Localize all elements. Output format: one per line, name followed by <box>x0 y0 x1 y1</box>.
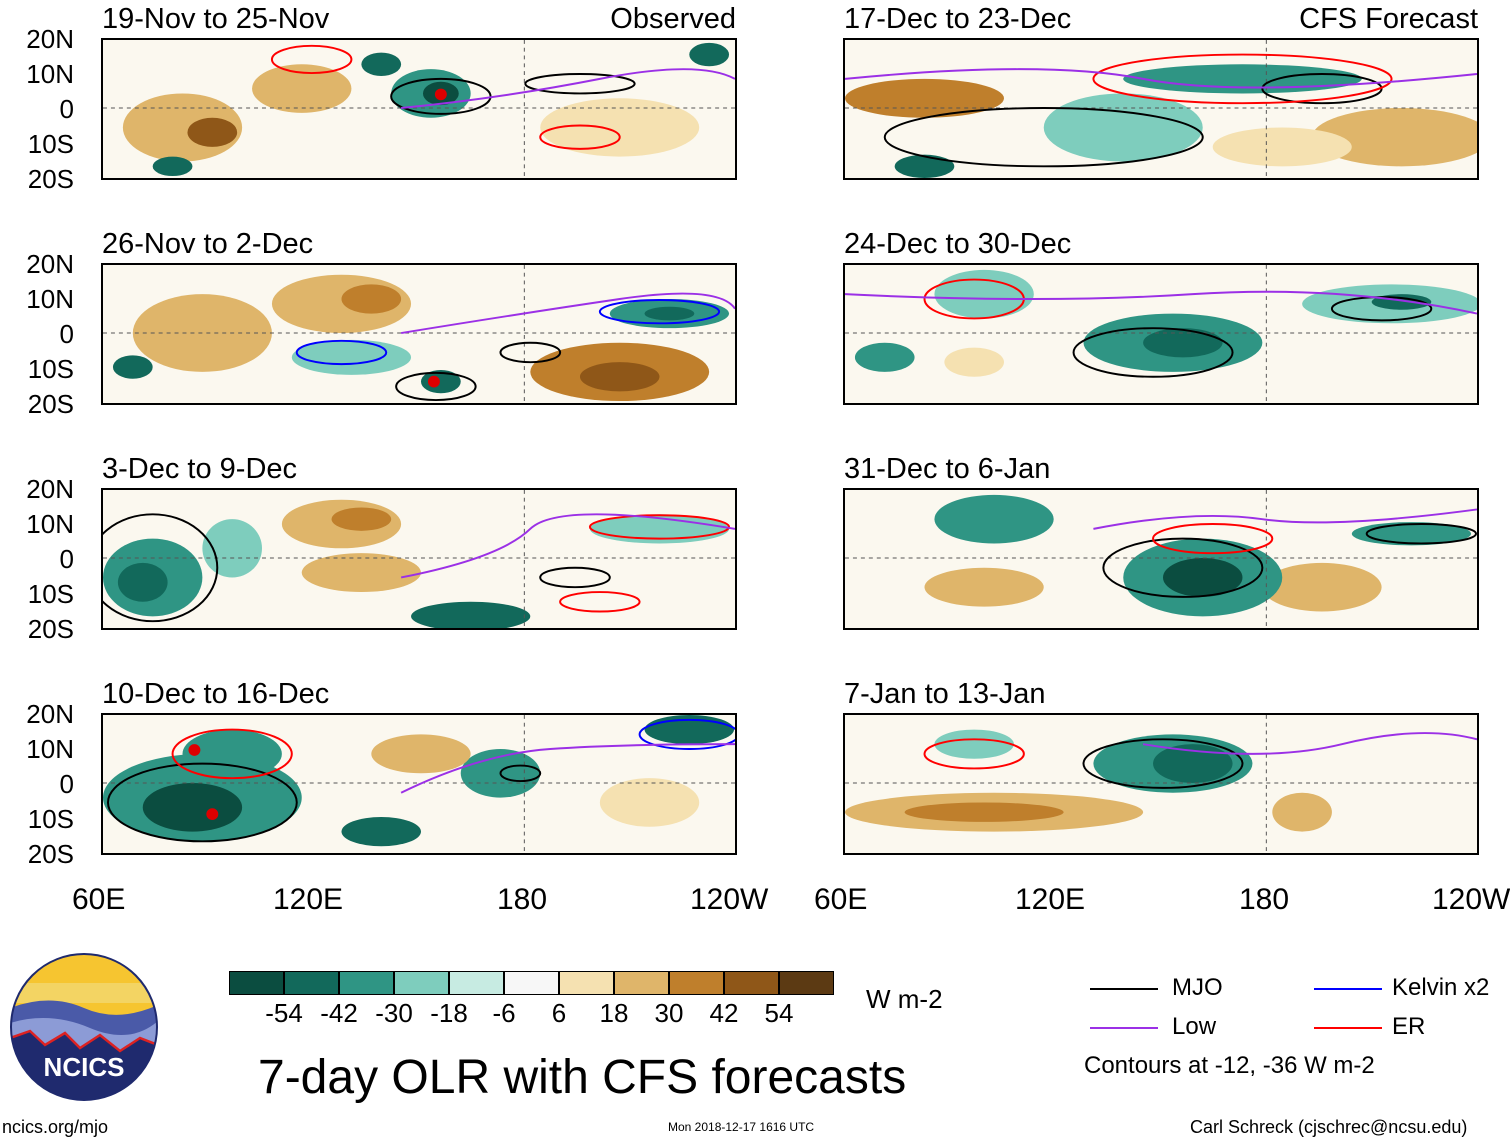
y-tick: 20N <box>26 699 74 729</box>
x-tick: 180 <box>497 883 548 916</box>
y-tick: 20S <box>27 839 74 869</box>
colorbar-label: -42 <box>320 998 358 1028</box>
colorbar-swatch <box>779 971 834 995</box>
olr-map <box>103 490 735 628</box>
logo-text: NCICS <box>43 1052 125 1082</box>
y-tick: 0 <box>59 769 74 799</box>
x-tick: 60E <box>814 883 868 916</box>
colorbar-label: 30 <box>654 998 684 1028</box>
y-tick: 0 <box>59 94 74 124</box>
legend-low-line <box>1090 1027 1158 1029</box>
y-tick: 0 <box>59 544 74 574</box>
y-tick: 10N <box>26 284 74 314</box>
colorbar-swatch <box>504 971 559 995</box>
x-tick: 120W <box>1432 883 1510 916</box>
map-panel-fcst-4 <box>843 713 1479 855</box>
map-panel-obs-3 <box>101 488 737 630</box>
colorbar-swatch <box>394 971 449 995</box>
colorbar-label: -6 <box>492 998 516 1028</box>
colorbar-label: -18 <box>430 998 468 1028</box>
y-tick: 20S <box>27 614 74 644</box>
map-panel-obs-2 <box>101 263 737 405</box>
olr-map <box>845 40 1477 178</box>
y-tick: 20S <box>27 164 74 194</box>
map-panel-fcst-2 <box>843 263 1479 405</box>
colorbar-swatch <box>614 971 669 995</box>
olr-map <box>845 265 1477 403</box>
olr-map <box>103 40 735 178</box>
x-tick: 120E <box>273 883 344 916</box>
footer-url[interactable]: ncics.org/mjo <box>2 1117 109 1137</box>
y-tick: 20N <box>26 249 74 279</box>
colorbar-swatch <box>229 971 284 995</box>
colorbar-label: 54 <box>764 998 794 1028</box>
colorbar-swatch <box>724 971 779 995</box>
panel-title-2: 26-Nov to 2-Dec <box>102 228 314 260</box>
x-tick: 180 <box>1239 883 1290 916</box>
y-tick: 10S <box>27 129 74 159</box>
legend-kelvin-label: Kelvin x2 <box>1392 974 1490 1001</box>
map-panel-fcst-3 <box>843 488 1479 630</box>
olr-map <box>845 715 1477 853</box>
legend-er-line <box>1314 1027 1382 1029</box>
map-panel-obs-1 <box>101 38 737 180</box>
legend-kelvin-line <box>1314 988 1382 990</box>
y-tick: 10N <box>26 59 74 89</box>
colorbar-unit: W m-2 <box>866 984 943 1014</box>
colorbar-swatch <box>339 971 394 995</box>
legend-mjo-label: MJO <box>1172 974 1223 1001</box>
colorbar-swatch <box>449 971 504 995</box>
footer-timestamp: Mon 2018-12-17 1616 UTC <box>668 1120 815 1134</box>
olr-map <box>103 265 735 403</box>
panel-title-4: 10-Dec to 16-Dec <box>102 678 330 710</box>
colorbar-swatch <box>284 971 339 995</box>
panel-title-1: 19-Nov to 25-Nov <box>102 3 330 35</box>
olr-map <box>103 715 735 853</box>
colorbar-swatch <box>669 971 724 995</box>
y-tick: 20N <box>26 474 74 504</box>
x-tick: 120W <box>690 883 769 916</box>
y-tick: 20S <box>27 389 74 419</box>
olr-map <box>845 490 1477 628</box>
colorbar-label: -54 <box>265 998 303 1028</box>
y-tick: 10N <box>26 734 74 764</box>
colorbar-swatch <box>559 971 614 995</box>
y-tick: 10S <box>27 804 74 834</box>
panel-title-7: 31-Dec to 6-Jan <box>844 453 1051 485</box>
legend-mjo-line <box>1090 988 1158 990</box>
legend-low-label: Low <box>1172 1013 1217 1040</box>
colorbar-label: 18 <box>599 998 629 1028</box>
legend-er-label: ER <box>1392 1013 1426 1040</box>
panel-title-5: 17-Dec to 23-Dec <box>844 3 1072 35</box>
panel-title-6: 24-Dec to 30-Dec <box>844 228 1072 260</box>
legend-contours-note: Contours at -12, -36 W m-2 <box>1084 1052 1375 1079</box>
colorbar-label: 42 <box>709 998 739 1028</box>
panel-title-8: 7-Jan to 13-Jan <box>844 678 1046 710</box>
map-panel-obs-4 <box>101 713 737 855</box>
x-tick: 120E <box>1015 883 1086 916</box>
y-tick: 20N <box>26 24 74 54</box>
y-tick: 10S <box>27 354 74 384</box>
colorbar-label: 6 <box>551 998 567 1028</box>
x-tick: 60E <box>72 883 126 916</box>
cfs-forecast-header: CFS Forecast <box>1299 3 1478 35</box>
y-tick: 10S <box>27 579 74 609</box>
ncics-logo: NCICS <box>10 953 158 1101</box>
colorbar-label: -30 <box>375 998 413 1028</box>
observed-header: Observed <box>610 3 736 35</box>
y-tick: 10N <box>26 509 74 539</box>
y-tick: 0 <box>59 319 74 349</box>
panel-title-3: 3-Dec to 9-Dec <box>102 453 298 485</box>
footer-credit: Carl Schreck (cjschrec@ncsu.edu) <box>1190 1117 1468 1137</box>
map-panel-fcst-1 <box>843 38 1479 180</box>
main-title: 7-day OLR with CFS forecasts <box>258 1051 907 1104</box>
